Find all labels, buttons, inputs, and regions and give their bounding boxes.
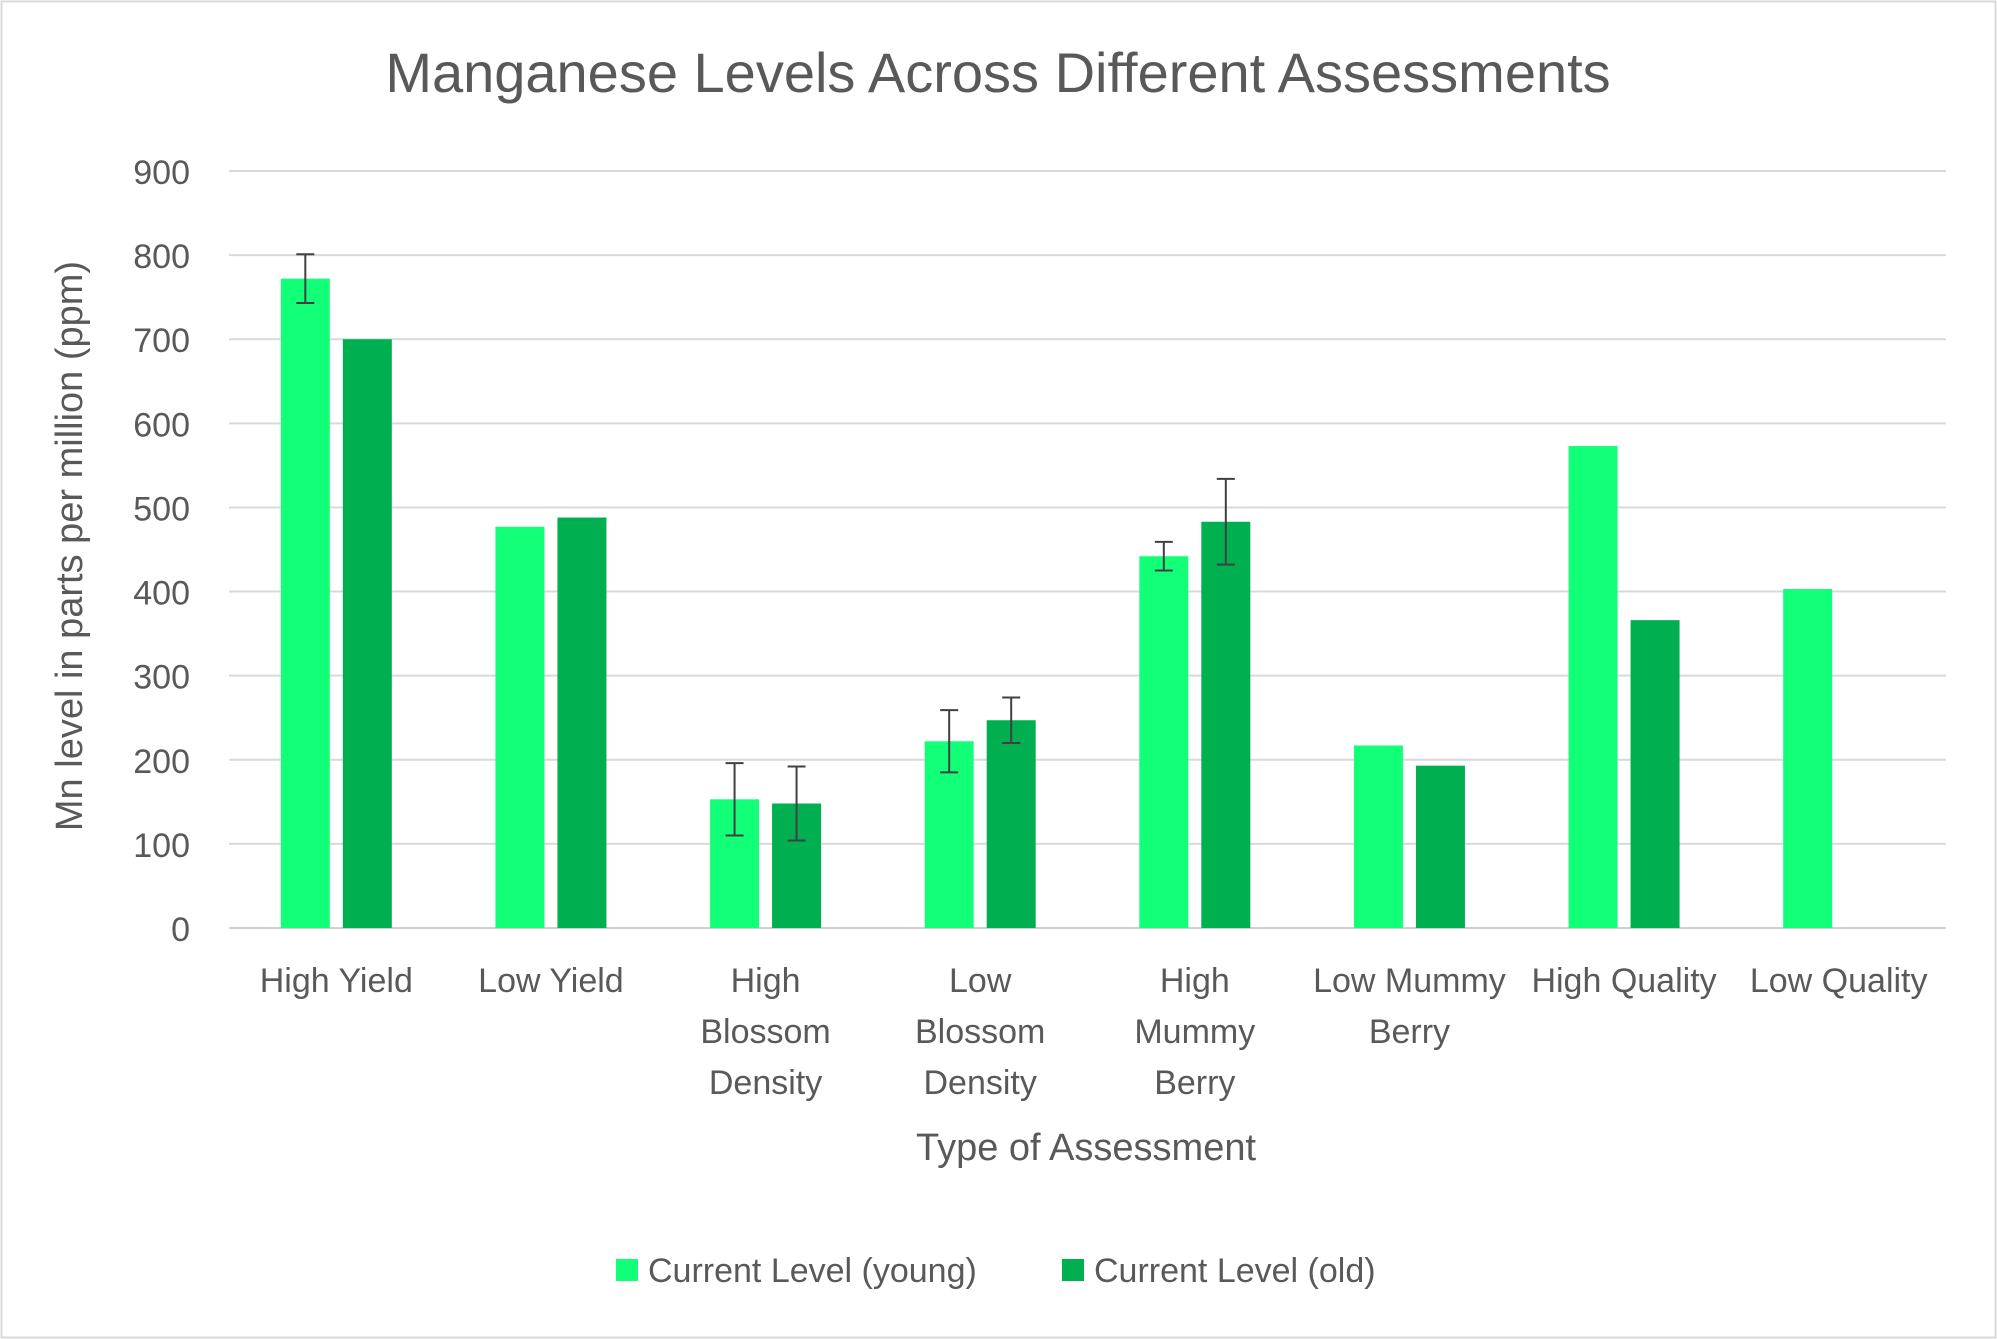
x-tick-label: Low Yield <box>478 962 624 1000</box>
bar <box>1139 556 1189 928</box>
y-tick-label: 0 <box>171 911 190 949</box>
y-tick-label: 500 <box>133 490 190 528</box>
x-tick-label: Low Blossom Density <box>915 962 1045 1102</box>
bar <box>1568 446 1618 928</box>
y-tick-label: 200 <box>133 743 190 781</box>
bar <box>1201 521 1251 928</box>
y-tick-label: 400 <box>133 575 190 613</box>
bar <box>1630 620 1680 928</box>
y-axis-label: Mn level in parts per million (ppm) <box>49 261 91 831</box>
error-bars <box>296 253 1235 842</box>
x-tick-label: High Blossom Density <box>700 962 830 1102</box>
y-tick-label: 300 <box>133 659 190 697</box>
y-tick-labels: 0 100 200 300 400 500 600 700 800 900 <box>133 154 190 949</box>
y-tick-label: 900 <box>133 154 190 192</box>
legend-swatch <box>1062 1259 1084 1281</box>
y-tick-label: 700 <box>133 322 190 360</box>
legend-label: Current Level (young) <box>648 1252 977 1290</box>
bar <box>280 278 330 928</box>
legend-swatch <box>616 1259 638 1281</box>
x-tick-labels: High Yield Low Yield High Blossom Density Low… <box>260 962 1928 1102</box>
x-axis-label: Type of Assessment <box>916 1127 1256 1169</box>
x-tick-label: High Quality <box>1531 962 1716 1000</box>
bar <box>986 720 1036 928</box>
legend: Current Level (young) Current Level (old) <box>616 1252 1376 1290</box>
x-tick-label: Low Quality <box>1750 962 1928 1000</box>
y-tick-label: 100 <box>133 827 190 865</box>
chart-title: Manganese Levels Across Different Assess… <box>385 41 1610 104</box>
bars <box>280 278 1833 928</box>
x-tick-label: High Yield <box>260 962 413 1000</box>
x-tick-label: Low Mummy Berry <box>1313 962 1506 1051</box>
bar <box>557 517 607 928</box>
bar <box>1415 765 1465 928</box>
bar <box>1353 745 1403 928</box>
bar <box>495 526 545 928</box>
bar <box>1783 589 1833 928</box>
legend-label: Current Level (old) <box>1094 1252 1376 1290</box>
y-tick-label: 600 <box>133 406 190 444</box>
x-tick-label: High Mummy Berry <box>1134 962 1255 1102</box>
bar <box>342 339 392 928</box>
y-tick-label: 800 <box>133 238 190 276</box>
